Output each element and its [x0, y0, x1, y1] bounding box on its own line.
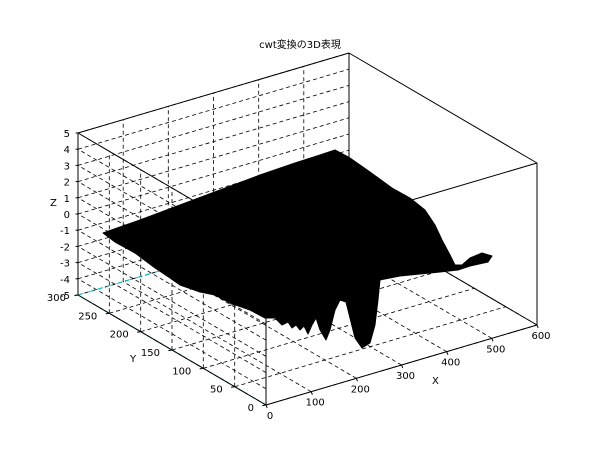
x-axis-tick-label: 100 [306, 398, 325, 409]
x-axis-tick [265, 404, 268, 409]
x-axis-tick-label: 300 [396, 371, 415, 382]
gridline [77, 101, 350, 182]
gridline [77, 117, 350, 199]
surface-mesh [102, 149, 493, 349]
z-axis-label: Z [50, 198, 57, 209]
y-axis-tick-label: 100 [172, 366, 191, 377]
gridline [234, 306, 506, 388]
z-axis-tick-label: 2 [64, 178, 70, 189]
y-axis-tick [231, 386, 235, 388]
gridline [303, 227, 493, 339]
y-axis-tick-label: 200 [110, 330, 129, 341]
z-axis-tick-label: 1 [64, 194, 70, 205]
y-axis-ticks: 0 50 100 150 200 250 300 [47, 293, 267, 414]
gridline [77, 229, 267, 341]
z-axis-tick-label: -5 [60, 291, 70, 302]
gridline [77, 262, 267, 373]
y-axis-tick-label: 0 [248, 403, 254, 414]
chart-title: cwt変換の3D表現 [259, 38, 341, 51]
gridline [77, 133, 350, 215]
z-axis-tick-label: 3 [64, 161, 70, 172]
y-axis-tick [168, 349, 173, 352]
x-axis-tick-label: 600 [531, 331, 550, 342]
z-axis-tick-label: -2 [60, 242, 70, 253]
z-axis-ticks: -5 -4 -3 -2 -1 0 1 2 3 4 5 [60, 129, 78, 302]
x-axis-tick [401, 364, 404, 369]
y-axis-label: Y [129, 354, 137, 365]
y-axis-tick [262, 404, 267, 407]
y-axis-tick [137, 331, 141, 333]
gridline [77, 246, 267, 357]
z-axis-tick-label: -3 [60, 259, 70, 270]
x-axis-tick [491, 338, 494, 342]
z-axis-tick-label: -1 [60, 226, 70, 237]
x-axis-tick [355, 378, 358, 382]
y-axis-tick-label: 50 [210, 385, 223, 396]
x-axis-tick-label: 500 [486, 344, 505, 355]
gridline [77, 68, 350, 150]
x-axis-tick-label: 200 [351, 384, 370, 395]
x-axis-tick-label: 400 [441, 358, 460, 369]
y-axis-tick-label: 150 [141, 348, 160, 359]
z-axis-tick-label: 5 [64, 129, 70, 140]
axes-edge [348, 52, 538, 164]
y-axis-tick-label: 250 [78, 311, 97, 322]
x-axis-tick-label: 0 [267, 411, 273, 422]
gridline [77, 149, 350, 231]
x-axis-ticks: 0 100 200 300 400 500 600 [265, 324, 551, 422]
y-axis-tick [105, 312, 110, 315]
x-axis-tick [446, 351, 449, 355]
x-axis-tick [536, 324, 539, 329]
x-axis-label: X [432, 376, 439, 387]
gridline [77, 278, 267, 390]
y-axis-tick [199, 367, 204, 370]
gridline [203, 287, 475, 369]
z-axis-tick-label: 4 [64, 145, 70, 156]
z-axis-tick-label: 0 [64, 210, 70, 221]
gridline [77, 85, 350, 166]
z-axis-tick-label: -4 [60, 275, 70, 286]
axes-edge [77, 52, 350, 134]
y-axis-tick-label: 300 [47, 293, 66, 304]
x-axis-tick [310, 391, 313, 395]
gridline [122, 281, 312, 393]
